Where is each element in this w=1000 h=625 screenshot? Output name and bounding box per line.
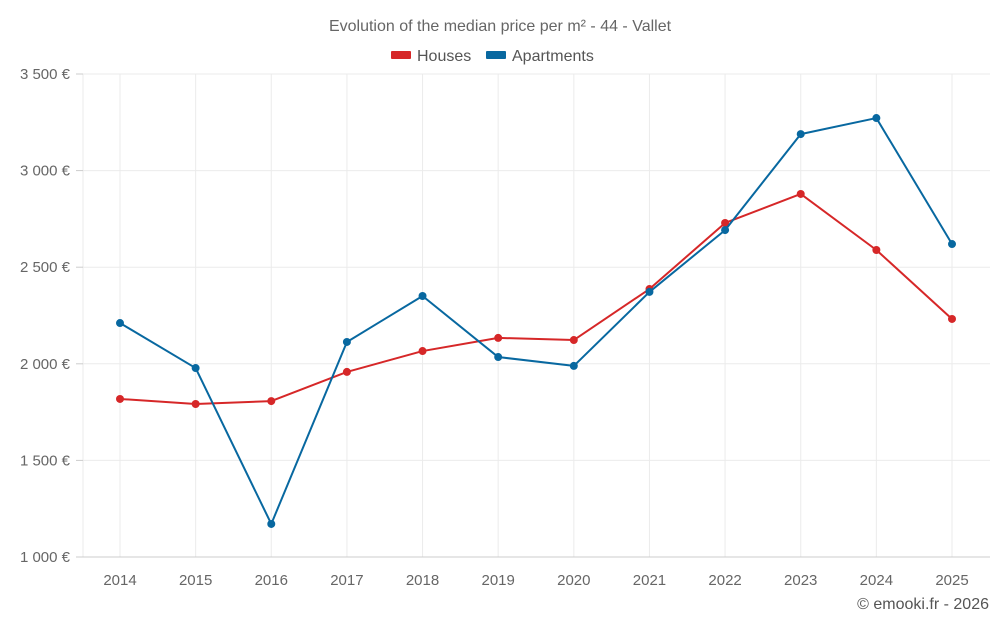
data-point-apartments[interactable] [872, 114, 881, 123]
x-tick-label: 2024 [860, 572, 893, 589]
data-point-apartments[interactable] [267, 519, 276, 528]
x-tick-label: 2015 [179, 572, 212, 589]
data-point-apartments[interactable] [721, 226, 730, 235]
y-tick-label: 2 500 € [20, 259, 71, 276]
legend-label-houses: Houses [417, 48, 471, 65]
data-point-apartments[interactable] [796, 130, 805, 139]
data-point-apartments[interactable] [645, 287, 654, 296]
data-point-houses[interactable] [796, 189, 805, 198]
data-point-houses[interactable] [494, 333, 503, 342]
series-line-houses [119, 192, 953, 405]
data-point-houses[interactable] [116, 394, 124, 403]
data-point-apartments[interactable] [342, 337, 351, 346]
x-axis: 2014 2015 2016 2017 2018 2019 2020 2021 2022 2023… [103, 572, 968, 589]
x-tick-label: 2016 [255, 572, 288, 589]
data-point-apartments[interactable] [116, 319, 124, 328]
series-group [116, 114, 956, 528]
data-point-houses[interactable] [569, 336, 578, 345]
y-tick-label: 3 500 € [20, 66, 71, 83]
data-point-apartments[interactable] [948, 240, 956, 249]
data-point-houses[interactable] [418, 347, 427, 356]
y-tick-label: 2 000 € [20, 356, 71, 373]
x-tick-label: 2020 [557, 572, 590, 589]
data-point-houses[interactable] [872, 246, 881, 255]
legend-item-apartments[interactable]: Apartments [486, 48, 594, 65]
y-tick-label: 1 500 € [20, 452, 71, 469]
x-tick-label: 2021 [633, 572, 666, 589]
x-tick-label: 2017 [330, 572, 363, 589]
data-point-houses[interactable] [267, 397, 276, 406]
series-houses [116, 189, 956, 408]
data-point-apartments[interactable] [191, 364, 200, 373]
series-apartments [116, 114, 956, 528]
y-tick-label: 1 000 € [20, 549, 71, 566]
x-tick-label: 2019 [481, 572, 514, 589]
x-tick-label: 2025 [935, 572, 968, 589]
x-tick-label: 2022 [708, 572, 741, 589]
data-point-houses[interactable] [342, 367, 351, 376]
data-point-apartments[interactable] [418, 291, 427, 300]
legend-swatch-apartments [486, 51, 506, 59]
legend-item-houses[interactable]: Houses [391, 48, 471, 65]
data-point-apartments[interactable] [494, 353, 503, 362]
legend-label-apartments: Apartments [512, 48, 594, 65]
chart-title: Evolution of the median price per m² - 4… [329, 18, 672, 35]
x-tick-label: 2023 [784, 572, 817, 589]
data-point-houses[interactable] [721, 218, 730, 227]
y-gridlines [83, 73, 990, 558]
x-tick-label: 2014 [103, 572, 136, 589]
legend: Houses Apartments [391, 48, 594, 65]
y-tick-label: 3 000 € [20, 163, 71, 180]
series-line-apartments [119, 117, 953, 525]
data-point-houses[interactable] [948, 314, 956, 323]
x-tick-label: 2018 [406, 572, 439, 589]
y-axis: 1 000 € 1 500 € 2 000 € 2 500 € 3 000 € 3 500… [20, 66, 83, 566]
data-point-houses[interactable] [191, 399, 200, 408]
chart-credit: © emooki.fr - 2026 [857, 596, 989, 613]
legend-swatch-houses [391, 51, 411, 59]
data-point-apartments[interactable] [569, 361, 578, 370]
x-gridlines [82, 74, 953, 557]
